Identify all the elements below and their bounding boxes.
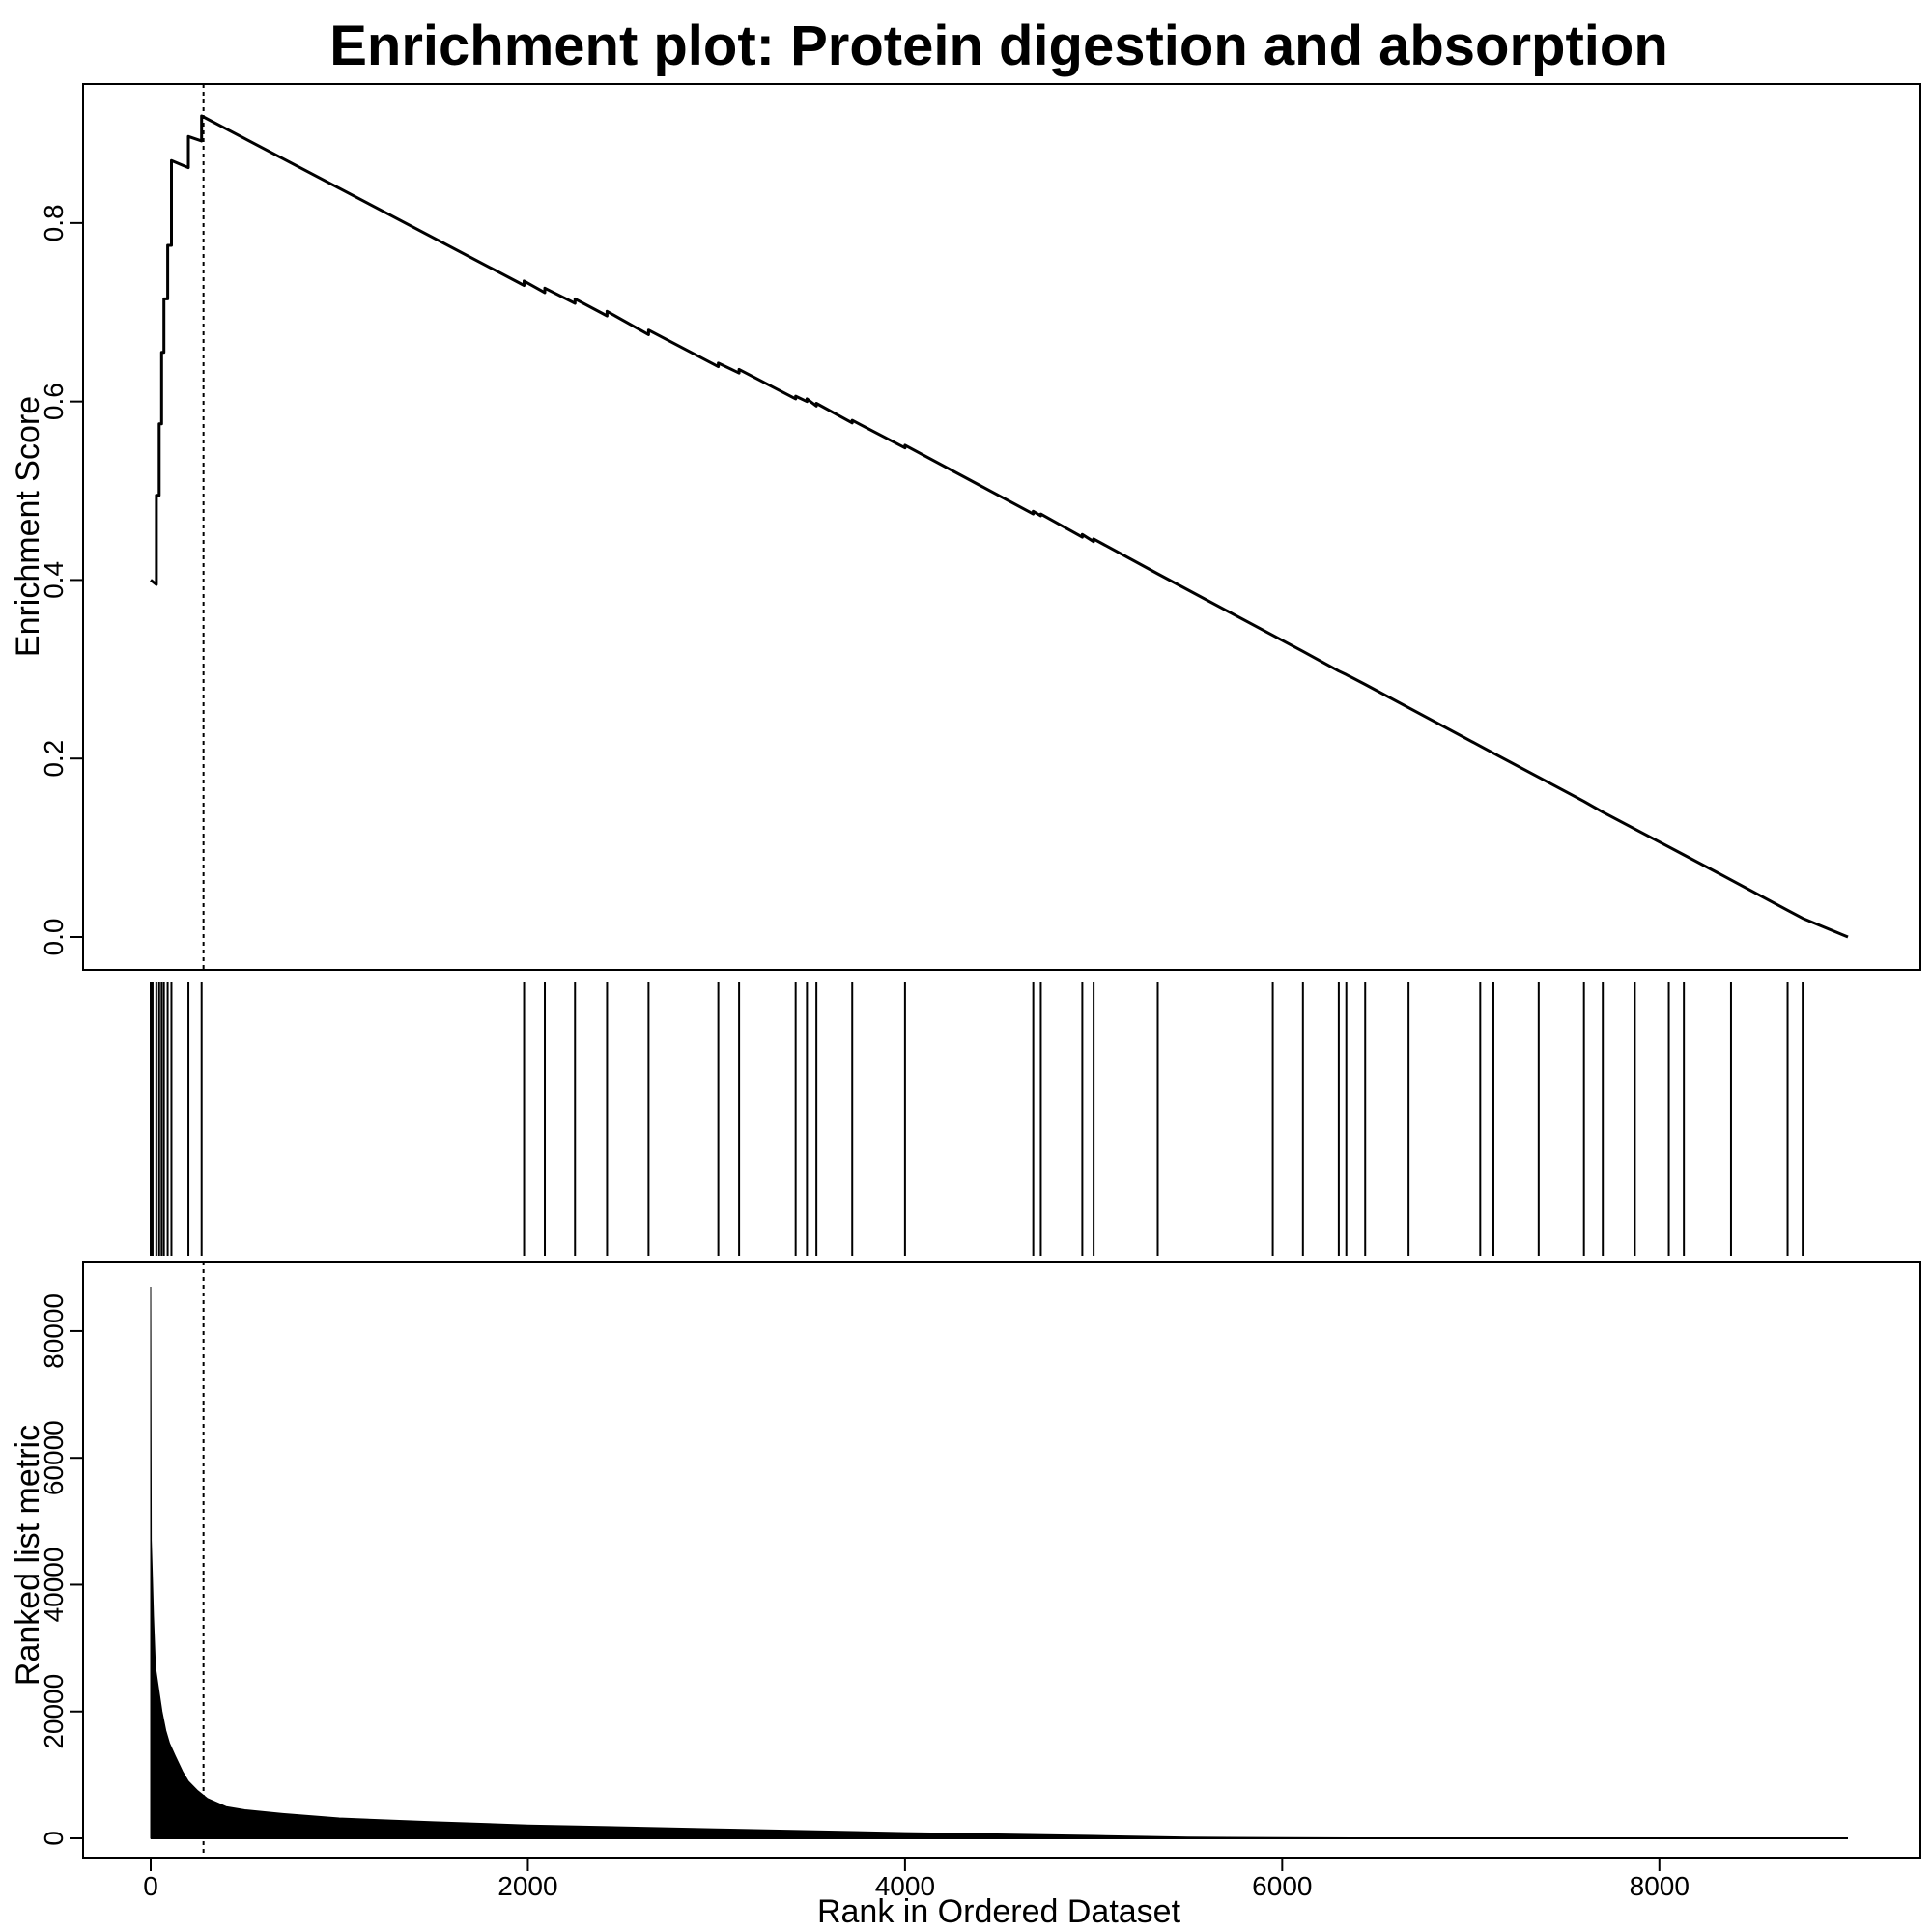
ranked-metric-fill [150, 1286, 1849, 1839]
ranked-metric-y-tick-label: 0 [39, 1831, 69, 1846]
ranked-metric-y-axis-label: Ranked list metric [10, 1425, 46, 1686]
ranked-metric-y-tick-label: 40000 [39, 1548, 69, 1623]
chart-title: Enrichment plot: Protein digestion and a… [329, 14, 1668, 77]
enrichment-y-tick-label: 0.0 [39, 919, 69, 956]
ranked-metric-panel-frame [82, 1261, 1921, 1859]
x-axis: 0 2000 4000 6000 8000 [143, 1857, 1690, 1901]
ranked-metric-y-tick-label: 20000 [39, 1674, 69, 1749]
x-tick-label: 8000 [1630, 1871, 1690, 1901]
x-axis-label: Rank in Ordered Dataset [817, 1893, 1181, 1930]
enrichment-panel: 0.0 0.2 0.4 0.6 0.8 Enrichment Score [10, 83, 1921, 971]
ranked-metric-y-axis: 0 20000 40000 60000 80000 [39, 1293, 84, 1846]
x-tick-label: 0 [143, 1871, 158, 1901]
hit-markers-panel [150, 982, 1804, 1256]
ranked-metric-area [150, 1286, 1849, 1839]
ranked-metric-y-tick-label: 60000 [39, 1420, 69, 1495]
ranked-metric-y-tick-label: 80000 [39, 1293, 69, 1369]
x-tick-label: 6000 [1252, 1871, 1312, 1901]
enrichment-y-tick-label: 0.4 [39, 561, 69, 599]
enrichment-y-tick-label: 0.8 [39, 204, 69, 242]
x-tick-label: 4000 [875, 1871, 935, 1901]
enrichment-y-axis-label: Enrichment Score [10, 396, 46, 657]
enrichment-y-tick-label: 0.2 [39, 740, 69, 778]
enrichment-y-axis: 0.0 0.2 0.4 0.6 0.8 [39, 204, 84, 956]
enrichment-y-tick-label: 0.6 [39, 383, 69, 420]
enrichment-score-curve [150, 114, 1849, 939]
x-tick-label: 2000 [497, 1871, 557, 1901]
enrichment-panel-frame [82, 83, 1921, 971]
enrichment-score-line [150, 114, 1849, 939]
